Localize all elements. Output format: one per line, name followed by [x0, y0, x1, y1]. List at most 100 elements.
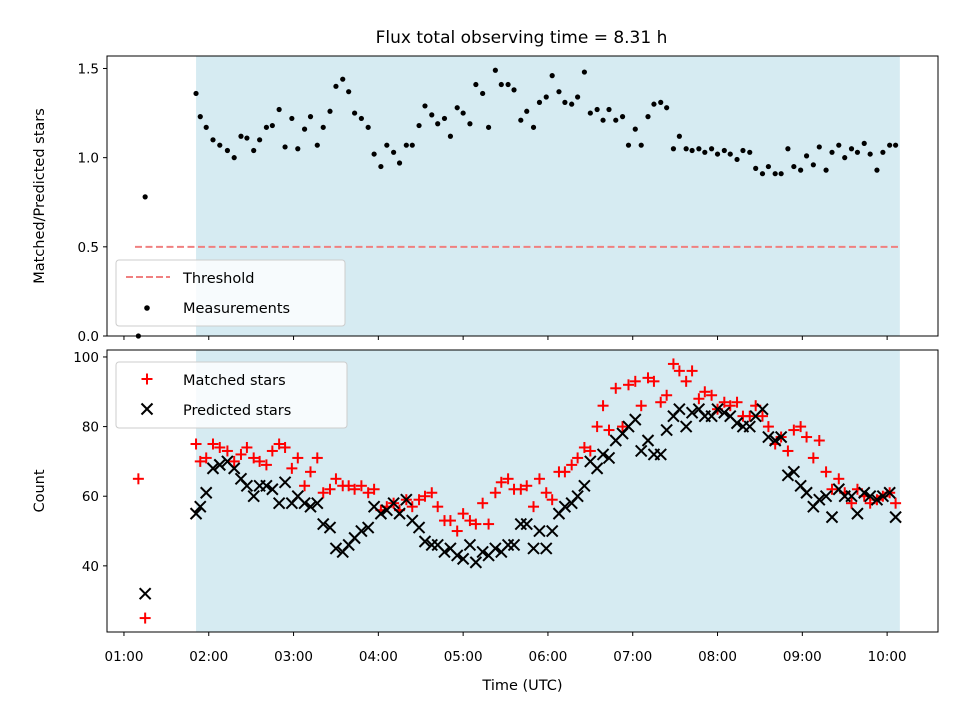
measurement-point — [224, 147, 231, 154]
predicted-point-b — [641, 434, 655, 447]
measurement-point — [301, 126, 308, 132]
predicted-point — [813, 493, 826, 506]
predicted-point-b — [774, 430, 788, 444]
measurement-point — [409, 142, 415, 148]
matched-point — [200, 452, 212, 464]
matched-point — [139, 612, 151, 624]
predicted-point-b — [851, 507, 864, 520]
counts-axes-frame — [106, 349, 939, 633]
ratio-axes-frame — [106, 55, 939, 337]
predicted-point — [851, 507, 864, 520]
matched-point — [207, 438, 219, 450]
matched-point — [273, 438, 285, 450]
measurement-point — [441, 115, 448, 122]
matched-point — [489, 487, 501, 499]
matched-point — [617, 421, 629, 433]
matched-point — [566, 459, 578, 471]
measurement-point — [378, 163, 384, 170]
predicted-point — [711, 402, 724, 416]
predicted-point-b — [527, 542, 540, 555]
matched-point — [444, 515, 456, 527]
predicted-point-b — [227, 462, 241, 475]
predicted-point-b — [540, 542, 553, 555]
predicted-point-b — [266, 483, 279, 496]
measurement-point — [473, 81, 479, 88]
predicted-point — [323, 521, 337, 534]
measurement-point — [816, 144, 822, 150]
measurement-point — [887, 142, 893, 148]
measurement-point — [289, 115, 295, 122]
predicted-point — [596, 448, 610, 461]
legend-threshold-label: Threshold — [182, 271, 254, 287]
predicted-point-b — [876, 490, 890, 503]
predicted-point-b — [298, 496, 311, 510]
measurement-point — [861, 140, 867, 146]
matched-point — [610, 382, 622, 394]
measurement-point — [664, 105, 670, 111]
predicted-point-b — [247, 490, 260, 503]
predicted-point — [858, 486, 871, 499]
matched-point — [477, 497, 489, 509]
predicted-point-b — [825, 510, 839, 524]
predicted-point — [260, 479, 273, 492]
ratio-y-axis-label: Matched/Predicted stars — [32, 108, 48, 284]
x-tick-label: 07:00 — [613, 649, 652, 665]
matched-point — [521, 480, 533, 492]
matched-point — [661, 389, 673, 401]
predicted-point-b — [863, 490, 877, 503]
predicted-point-b — [189, 507, 203, 520]
matched-point — [572, 452, 584, 464]
y-tick-label: 60 — [82, 489, 99, 505]
predicted-point-b — [469, 556, 483, 569]
measurement-point — [485, 124, 492, 130]
measurement-point — [600, 117, 606, 123]
predicted-point — [298, 496, 311, 510]
predicted-point-b — [629, 413, 642, 426]
predicted-point-b — [406, 514, 419, 527]
measurement-point — [416, 122, 422, 129]
measurement-point — [238, 133, 244, 139]
measurement-point — [893, 142, 899, 148]
measurement-points — [135, 67, 899, 339]
predicted-point — [533, 524, 546, 538]
measurement-point — [778, 171, 784, 177]
matched-point — [324, 483, 336, 495]
predicted-point-b — [545, 524, 559, 538]
predicted-point-b — [635, 444, 648, 458]
predicted-point-b — [889, 510, 902, 524]
matched-point — [762, 421, 774, 433]
measurement-point — [505, 81, 511, 88]
matched-point — [317, 487, 329, 499]
predicted-point — [272, 496, 286, 510]
measurement-point — [263, 124, 270, 130]
matched-point — [528, 501, 540, 513]
measurement-point — [753, 165, 759, 171]
measurement-point — [543, 94, 549, 100]
matched-point — [706, 389, 718, 401]
matched-point — [286, 462, 298, 474]
predicted-point-b — [329, 542, 343, 555]
predicted-point-b — [317, 517, 330, 531]
matched-point — [235, 448, 247, 460]
matched-point — [413, 494, 425, 506]
predicted-point-b — [685, 406, 699, 419]
predicted-point — [304, 500, 317, 513]
matched-point — [311, 452, 323, 464]
measurement-point — [747, 149, 753, 155]
measurement-point — [384, 142, 390, 148]
predicted-point — [876, 490, 890, 503]
predicted-point-b — [451, 549, 464, 562]
matched-point — [655, 396, 667, 408]
matched-point — [813, 435, 825, 447]
predicted-point-b — [393, 507, 406, 520]
predicted-point-b — [278, 476, 292, 489]
predicted-point-b — [883, 486, 896, 499]
predicted-point-b — [304, 500, 317, 513]
measurement-point — [193, 90, 199, 97]
predicted-point-b — [272, 496, 286, 510]
predicted-point-b — [361, 521, 375, 534]
measurement-point — [562, 99, 568, 105]
matched-point — [890, 497, 902, 509]
measurement-point — [244, 135, 250, 141]
matched-point — [299, 480, 311, 492]
